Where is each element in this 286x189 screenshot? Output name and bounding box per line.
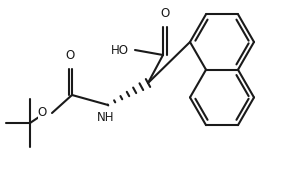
Text: NH: NH: [97, 111, 115, 124]
Text: HO: HO: [111, 43, 129, 57]
Text: O: O: [65, 49, 75, 62]
Text: O: O: [38, 106, 47, 119]
Text: O: O: [160, 7, 169, 20]
